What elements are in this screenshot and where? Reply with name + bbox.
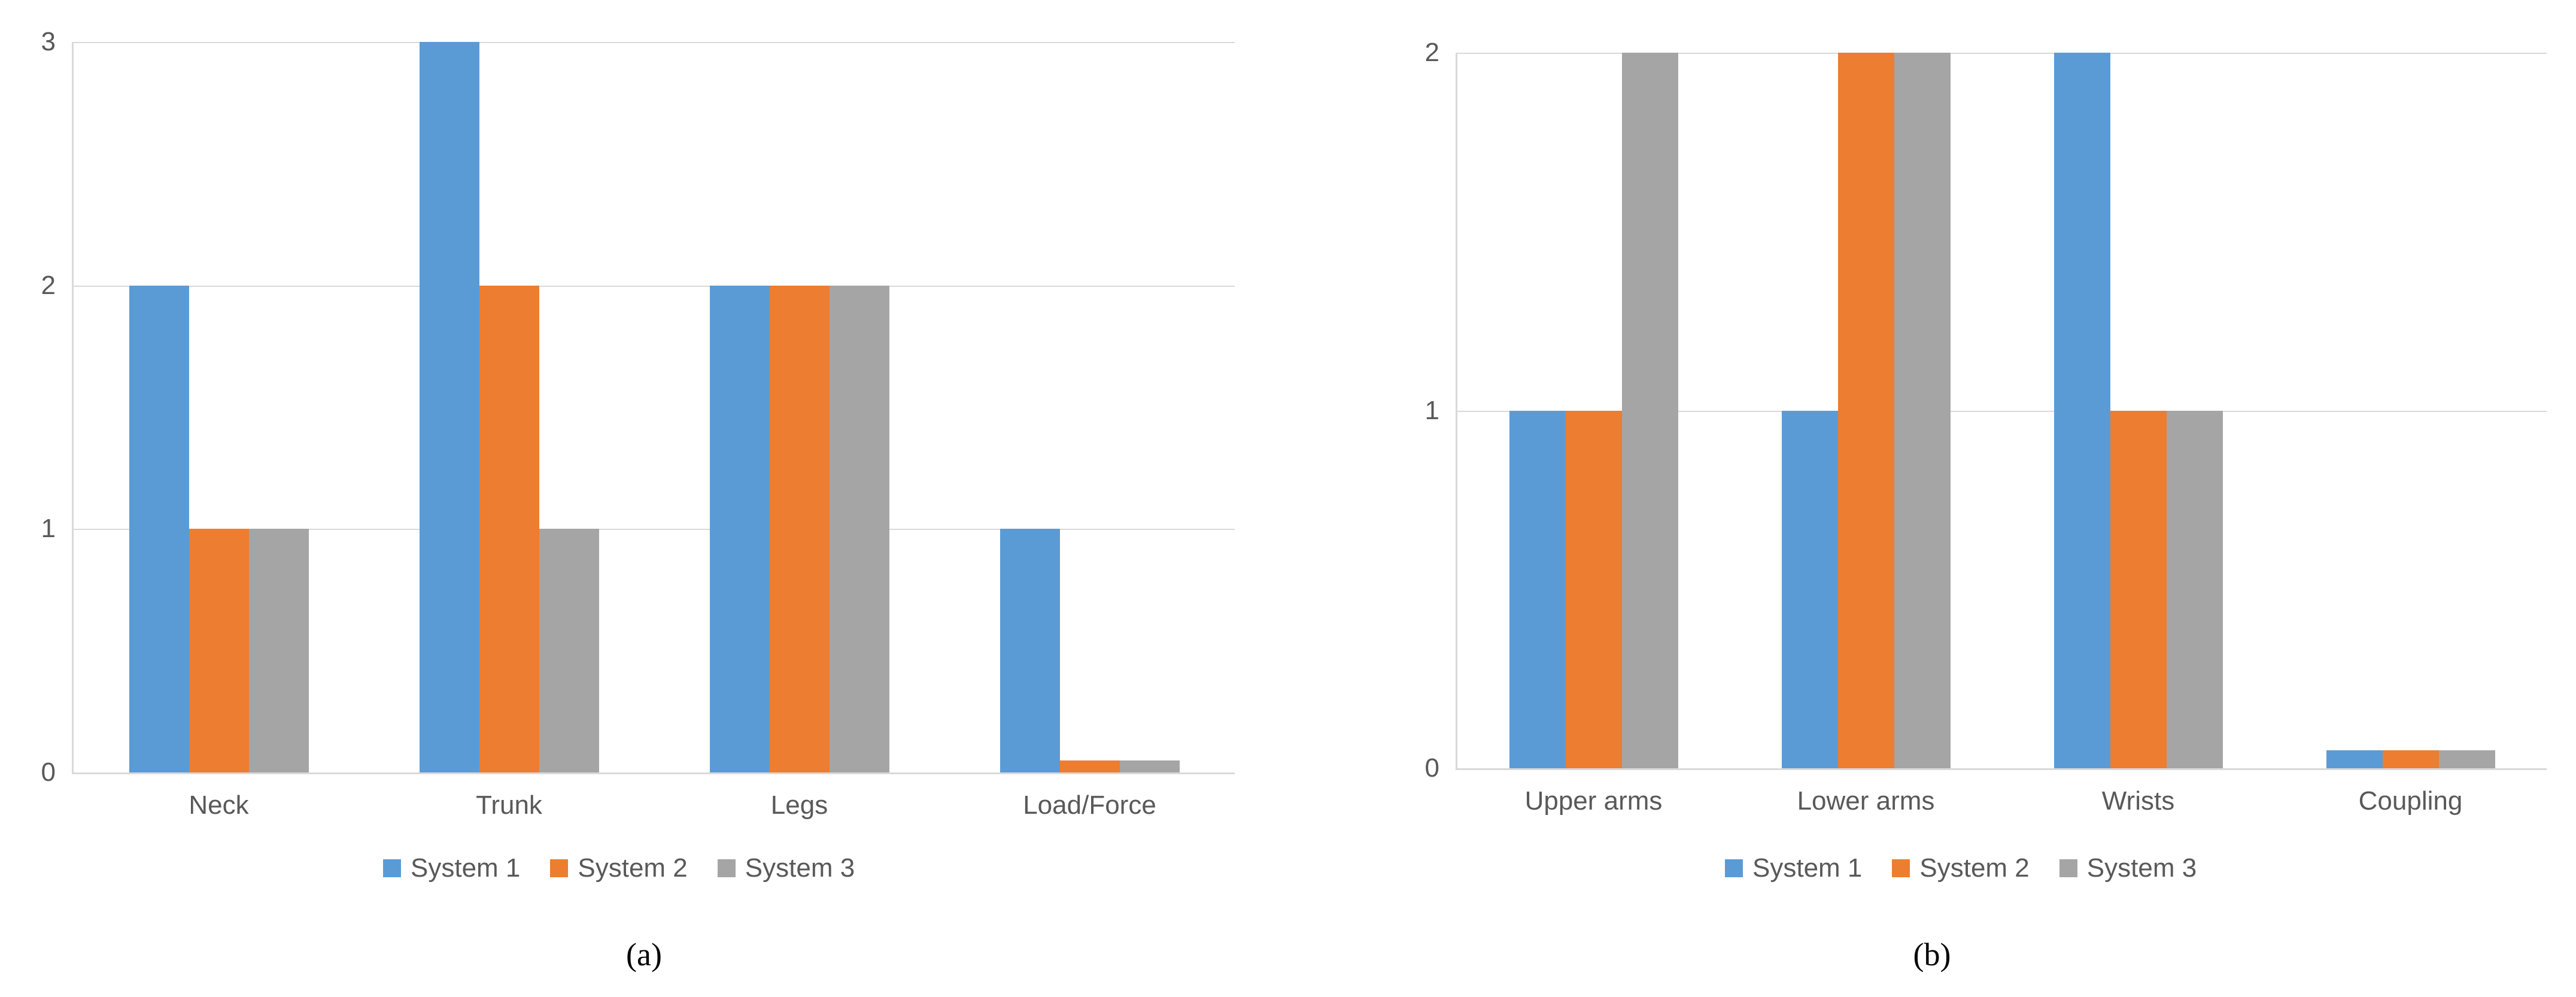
legend-item: System 3	[2059, 853, 2197, 883]
y-tick-label: 0	[1425, 753, 1457, 783]
legend-label: System 2	[578, 853, 687, 883]
bar	[1894, 53, 1951, 768]
bar-group: Lower arms	[1730, 53, 2002, 768]
x-axis-label: Lower arms	[1797, 768, 1935, 816]
bar	[1782, 411, 1838, 769]
legend-swatch	[550, 859, 568, 877]
legend-label: System 1	[1752, 853, 1862, 883]
bar	[2383, 750, 2439, 768]
legend-a: System 1 System 2 System 3	[383, 853, 855, 883]
bar-group: Load/Force	[944, 42, 1235, 772]
y-tick-label: 2	[41, 271, 74, 301]
x-axis-label: Legs	[771, 772, 828, 820]
y-tick-label: 1	[1425, 396, 1457, 426]
legend-swatch	[1725, 859, 1743, 877]
bar	[189, 529, 249, 772]
y-tick-label: 0	[41, 757, 74, 787]
caption-b: (b)	[1288, 936, 2576, 973]
legend-item: System 3	[718, 853, 855, 883]
bar	[129, 286, 189, 772]
caption-a: (a)	[0, 936, 1288, 973]
bar-group: Trunk	[364, 42, 654, 772]
x-axis-label: Wrists	[2102, 768, 2174, 816]
bar	[1838, 53, 1894, 768]
panels-row: 0123 NeckTrunkLegsLoad/Force System 1Sys…	[0, 0, 2576, 916]
legend-label: System 3	[2087, 853, 2197, 883]
x-axis-label: Trunk	[476, 772, 542, 820]
bar-group: Neck	[74, 42, 364, 772]
bar	[710, 286, 770, 772]
bar	[1566, 411, 1622, 769]
x-axis-label: Neck	[189, 772, 248, 820]
legend-swatch	[1892, 859, 1910, 877]
legend-swatch	[383, 859, 401, 877]
bar	[830, 286, 889, 772]
legend-b: System 1 System 2 System 3	[1725, 853, 2197, 883]
bar-group: Legs	[654, 42, 944, 772]
bar	[479, 286, 539, 772]
legend-swatch	[2059, 859, 2077, 877]
bar	[770, 286, 830, 772]
y-tick-label: 3	[41, 27, 74, 57]
y-tick-label: 1	[41, 514, 74, 544]
legend-label: System 3	[745, 853, 855, 883]
legend-item: System 2	[1892, 853, 2029, 883]
legend-swatch	[718, 859, 736, 877]
panel-a: 0123 NeckTrunkLegsLoad/Force System 1Sys…	[0, 18, 1288, 916]
bar-group: Upper arms	[1457, 53, 1730, 768]
bar-group: Coupling	[2274, 53, 2547, 768]
bar	[539, 529, 599, 772]
legend-item: System 1	[1725, 853, 1862, 883]
bar	[2326, 750, 2383, 768]
bars-area-b: Upper armsLower armsWristsCoupling	[1457, 53, 2547, 768]
bar	[420, 42, 479, 772]
bar-group: Wrists	[2002, 53, 2274, 768]
bar	[1622, 53, 1678, 768]
x-axis-label: Coupling	[2359, 768, 2463, 816]
captions-row: (a) (b)	[0, 936, 2576, 973]
legend-item: System 1	[383, 853, 520, 883]
bar	[1509, 411, 1566, 769]
bar	[2110, 411, 2167, 769]
legend-item: System 2	[550, 853, 687, 883]
chart-frame-a: 0123 NeckTrunkLegsLoad/Force	[72, 42, 1235, 774]
page-root: 0123 NeckTrunkLegsLoad/Force System 1Sys…	[0, 0, 2576, 997]
bar	[2167, 411, 2223, 769]
legend-label: System 1	[411, 853, 520, 883]
chart-frame-b: 012 Upper armsLower armsWristsCoupling	[1456, 53, 2547, 770]
x-axis-label: Upper arms	[1525, 768, 1663, 816]
bar	[1120, 760, 1180, 772]
bar	[2054, 53, 2110, 768]
bar	[1000, 529, 1060, 772]
x-axis-label: Load/Force	[1023, 772, 1156, 820]
panel-b: 012 Upper armsLower armsWristsCoupling S…	[1288, 18, 2576, 916]
legend-label: System 2	[1919, 853, 2029, 883]
y-tick-label: 2	[1425, 38, 1457, 68]
bar	[249, 529, 309, 772]
bars-area-a: NeckTrunkLegsLoad/Force	[74, 42, 1235, 772]
bar	[2439, 750, 2495, 768]
bar	[1060, 760, 1120, 772]
